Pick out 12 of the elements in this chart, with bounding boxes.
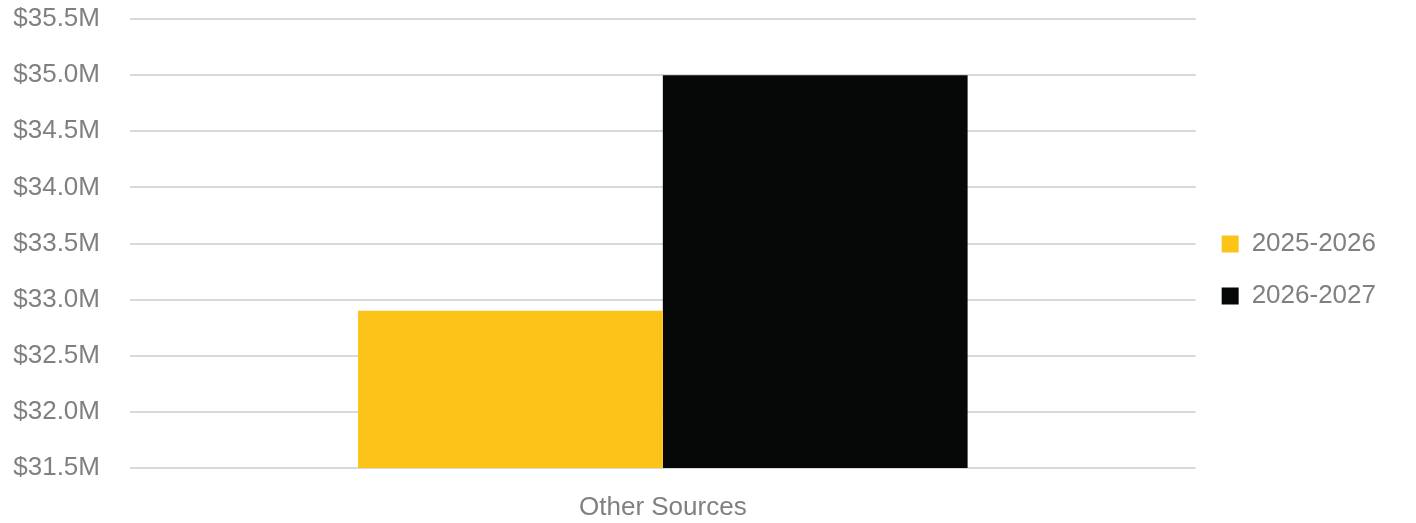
y-tick-label: $33.0M: [13, 282, 100, 313]
y-tick-label: $31.5M: [13, 451, 100, 482]
legend-label: 2025-2026: [1251, 227, 1377, 258]
y-tick-label: $32.5M: [13, 338, 100, 369]
legend-label: 2026-2027: [1251, 279, 1377, 310]
y-tick-label: $35.5M: [13, 2, 100, 33]
x-tick-label: Other Sources: [579, 490, 747, 521]
y-tick-label: $35.0M: [13, 58, 100, 89]
y-tick-label: $34.0M: [13, 170, 100, 201]
y-tick-label: $33.5M: [13, 226, 100, 257]
y-tick-label: $34.5M: [13, 114, 100, 145]
y-tick-label: $32.0M: [13, 395, 100, 426]
